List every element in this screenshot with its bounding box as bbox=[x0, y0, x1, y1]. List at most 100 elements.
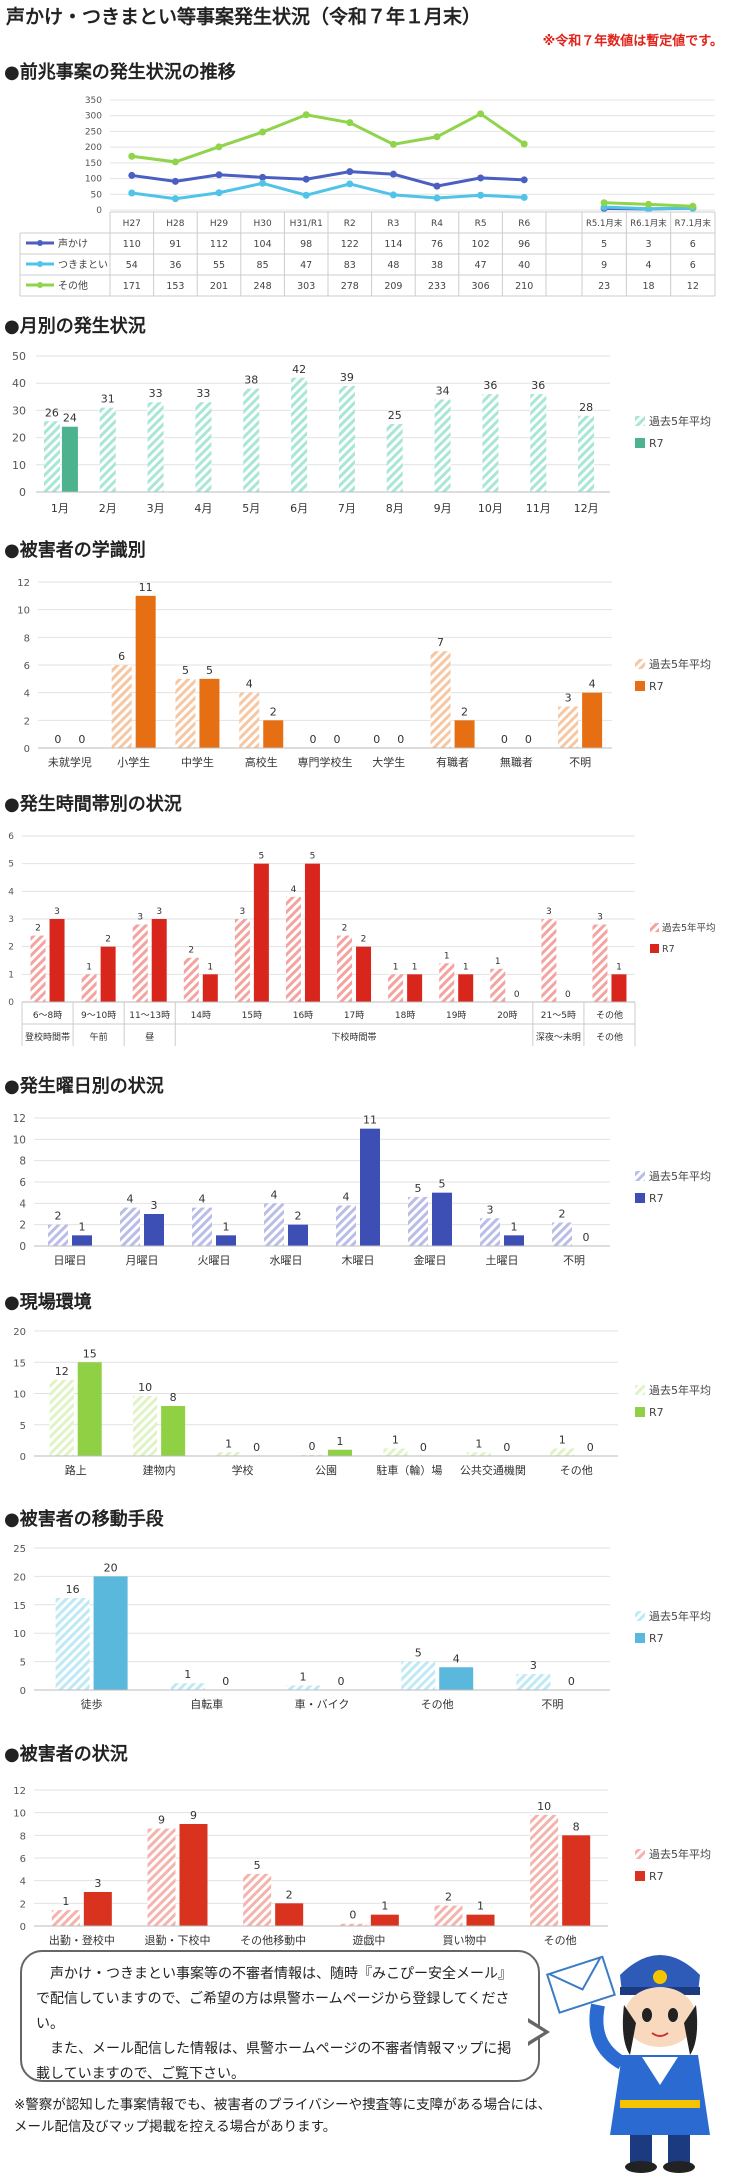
table-cell: 85 bbox=[257, 260, 269, 271]
bar-avg bbox=[338, 385, 355, 492]
legend-label-r7: R7 bbox=[649, 1406, 664, 1419]
bar-avg bbox=[133, 1396, 158, 1456]
category-label: 4月 bbox=[194, 502, 212, 515]
group-label: その他 bbox=[596, 1031, 623, 1043]
category-label: 20時 bbox=[497, 1010, 517, 1021]
y-tick-label: 6 bbox=[19, 1177, 26, 1189]
table-cell: 47 bbox=[300, 260, 312, 271]
raised-arm bbox=[589, 2003, 626, 2070]
bar-avg bbox=[490, 968, 506, 1002]
data-label-r7: 0 bbox=[587, 1441, 594, 1454]
table-cell: 278 bbox=[341, 281, 359, 292]
y-tick-label: 2 bbox=[8, 943, 14, 953]
data-label-avg: 4 bbox=[271, 1188, 278, 1201]
category-label: 3月 bbox=[147, 502, 165, 515]
category-label: その他 bbox=[544, 1934, 577, 1947]
table-cell: 209 bbox=[384, 281, 402, 292]
uniform bbox=[610, 2055, 710, 2135]
data-label-r7: 0 bbox=[568, 1675, 575, 1688]
bar-r7 bbox=[202, 974, 218, 1002]
category-label: 中学生 bbox=[181, 755, 214, 769]
situation-chart: 0 2 4 6 8 10 12 1 3 出勤・登校中 9 9 退勤・下校中 5 2 その他移動中 0 1 遊戯中 2 1… bbox=[13, 1786, 711, 1947]
data-label-avg: 9 bbox=[158, 1814, 165, 1827]
category-label: 不明 bbox=[541, 1698, 563, 1711]
bar-avg bbox=[578, 415, 595, 492]
y-tick-label: 5 bbox=[8, 860, 14, 870]
data-label-r7: 15 bbox=[83, 1347, 97, 1360]
data-label-avg: 1 bbox=[475, 1437, 482, 1450]
data-point bbox=[259, 173, 267, 181]
legend-label-r7: R7 bbox=[649, 680, 664, 693]
data-label-avg: 3 bbox=[137, 913, 143, 923]
data-label-avg: 42 bbox=[292, 363, 306, 376]
bar-avg bbox=[338, 1923, 367, 1926]
data-point-recent bbox=[600, 199, 608, 207]
y-tick-label: 0 bbox=[24, 744, 30, 755]
data-point bbox=[128, 152, 136, 160]
bar-avg bbox=[466, 1452, 491, 1456]
data-label-avg: 4 bbox=[127, 1193, 134, 1206]
bar-avg bbox=[558, 706, 579, 748]
data-label-avg: 3 bbox=[530, 1659, 537, 1672]
category-label: 車・バイク bbox=[295, 1697, 350, 1711]
y-tick-label: 4 bbox=[8, 887, 14, 897]
section-title-place: ●現場環境 bbox=[4, 1292, 92, 1313]
bar-avg bbox=[388, 974, 404, 1002]
y-tick-label: 0 bbox=[20, 1452, 26, 1463]
data-label-avg: 2 bbox=[342, 924, 348, 934]
data-label-avg: 31 bbox=[101, 393, 115, 406]
data-point bbox=[477, 110, 485, 118]
bar-r7 bbox=[199, 678, 220, 748]
y-tick-label: 150 bbox=[85, 159, 102, 169]
data-label-r7: 0 bbox=[565, 990, 571, 1000]
table-cell-recent: 23 bbox=[598, 281, 610, 292]
data-label-r7: 1 bbox=[463, 962, 469, 972]
bar-avg bbox=[175, 678, 196, 748]
y-tick-label: 40 bbox=[12, 377, 26, 390]
category-label: R5 bbox=[475, 219, 487, 229]
data-label-r7: 8 bbox=[573, 1820, 580, 1833]
data-label-avg: 7 bbox=[437, 636, 444, 649]
bar-avg bbox=[480, 1218, 500, 1246]
data-label-avg: 25 bbox=[388, 409, 402, 422]
bar-r7 bbox=[216, 1235, 236, 1246]
category-label: 退勤・下校中 bbox=[145, 1933, 211, 1947]
data-label-avg: 0 bbox=[501, 733, 508, 746]
bar-r7 bbox=[83, 1892, 112, 1926]
bar-avg bbox=[541, 919, 557, 1002]
data-point bbox=[433, 194, 441, 202]
y-tick-label: 0 bbox=[19, 1241, 26, 1253]
y-tick-label: 5 bbox=[20, 1658, 26, 1669]
table-cell: 38 bbox=[431, 260, 443, 271]
bar-avg bbox=[291, 377, 308, 492]
bar-r7 bbox=[356, 946, 372, 1002]
y-tick-label: 200 bbox=[85, 143, 102, 153]
legend-label-avg: 過去5年平均 bbox=[649, 1609, 711, 1623]
y-tick-label: 10 bbox=[13, 1134, 26, 1146]
category-label: 6月 bbox=[290, 502, 308, 515]
footnote: ※警察が認知した事案情報でも、被害者のプライバシーや捜査等に支障がある場合には、… bbox=[14, 2097, 552, 2135]
data-label-avg: 3 bbox=[546, 907, 552, 917]
category-label: H29 bbox=[210, 219, 228, 229]
bar-r7 bbox=[179, 1824, 208, 1926]
bar-r7 bbox=[77, 1362, 102, 1456]
data-point bbox=[520, 176, 528, 184]
bubble-paragraph-2: また、メール配信した情報は、県警ホームページの不審者情報マップに掲載していますの… bbox=[36, 2041, 512, 2082]
bar-avg bbox=[195, 402, 212, 492]
data-label-avg: 1 bbox=[392, 1434, 399, 1447]
table-cell-recent: 6 bbox=[690, 239, 696, 250]
data-label-r7: 2 bbox=[286, 1888, 293, 1901]
y-tick-label: 10 bbox=[13, 1809, 26, 1820]
y-tick-label: 30 bbox=[12, 404, 26, 417]
data-point-recent bbox=[689, 202, 697, 210]
data-label-r7: 3 bbox=[94, 1877, 101, 1890]
y-tick-label: 0 bbox=[8, 998, 14, 1008]
legend-swatch-avg bbox=[635, 1171, 645, 1181]
data-label-r7: 5 bbox=[206, 664, 213, 677]
bar-r7 bbox=[151, 919, 167, 1002]
data-point bbox=[520, 140, 528, 148]
data-point bbox=[215, 171, 223, 179]
legend-label-r7: R7 bbox=[649, 1870, 664, 1883]
bar-r7 bbox=[161, 1406, 186, 1456]
category-label: 高校生 bbox=[245, 755, 278, 769]
